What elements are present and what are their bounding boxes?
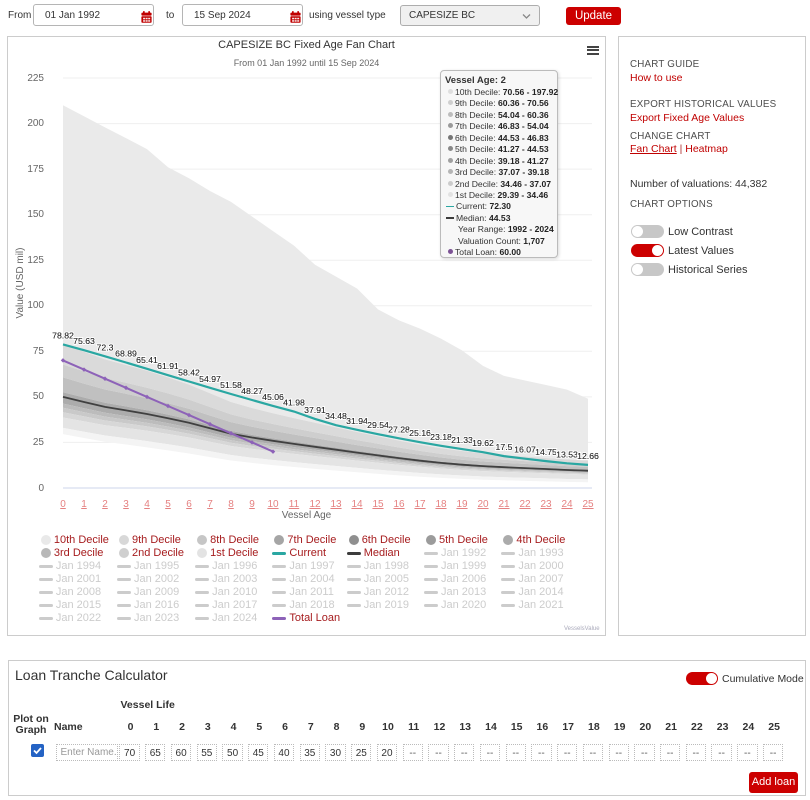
svg-text:45.06: 45.06 [262, 392, 284, 402]
svg-text:51.58: 51.58 [220, 380, 242, 390]
svg-text:23.18: 23.18 [430, 432, 452, 442]
svg-text:58.42: 58.42 [178, 368, 200, 378]
svg-text:72.3: 72.3 [97, 342, 114, 352]
svg-text:17.5: 17.5 [496, 442, 513, 452]
svg-text:25.16: 25.16 [409, 428, 431, 438]
svg-text:31.94: 31.94 [346, 416, 368, 426]
svg-text:29.54: 29.54 [367, 420, 389, 430]
svg-text:27.28: 27.28 [388, 424, 410, 434]
svg-text:16.07: 16.07 [514, 445, 536, 455]
svg-text:21.33: 21.33 [451, 435, 473, 445]
svg-text:34.48: 34.48 [325, 411, 347, 421]
svg-text:37.91: 37.91 [304, 405, 326, 415]
svg-text:13.53: 13.53 [556, 449, 578, 459]
svg-text:78.82: 78.82 [52, 330, 74, 340]
svg-text:37.91: 37.91 [304, 405, 326, 415]
svg-text:14.75: 14.75 [535, 447, 557, 457]
svg-text:61.91: 61.91 [157, 361, 179, 371]
svg-text:54.97: 54.97 [199, 374, 221, 384]
svg-text:61.91: 61.91 [157, 361, 179, 371]
svg-text:54.97: 54.97 [199, 374, 221, 384]
svg-text:75.63: 75.63 [73, 336, 95, 346]
svg-text:41.98: 41.98 [283, 398, 305, 408]
svg-text:29.54: 29.54 [367, 420, 389, 430]
svg-text:12.66: 12.66 [577, 451, 599, 461]
svg-text:14.75: 14.75 [535, 447, 557, 457]
svg-text:31.94: 31.94 [346, 416, 368, 426]
svg-text:21.33: 21.33 [451, 435, 473, 445]
svg-text:65.41: 65.41 [136, 355, 158, 365]
svg-text:68.89: 68.89 [115, 349, 137, 359]
svg-text:78.82: 78.82 [52, 330, 74, 340]
svg-text:27.28: 27.28 [388, 424, 410, 434]
svg-text:48.27: 48.27 [241, 386, 263, 396]
svg-text:17.5: 17.5 [496, 442, 513, 452]
svg-text:65.41: 65.41 [136, 355, 158, 365]
svg-text:75.63: 75.63 [73, 336, 95, 346]
svg-text:12.66: 12.66 [577, 451, 599, 461]
svg-text:72.3: 72.3 [97, 342, 114, 352]
svg-text:13.53: 13.53 [556, 449, 578, 459]
svg-text:51.58: 51.58 [220, 380, 242, 390]
svg-text:48.27: 48.27 [241, 386, 263, 396]
svg-text:19.62: 19.62 [472, 438, 494, 448]
svg-text:68.89: 68.89 [115, 349, 137, 359]
svg-text:58.42: 58.42 [178, 368, 200, 378]
svg-text:45.06: 45.06 [262, 392, 284, 402]
svg-text:34.48: 34.48 [325, 411, 347, 421]
svg-text:41.98: 41.98 [283, 398, 305, 408]
svg-text:16.07: 16.07 [514, 445, 536, 455]
svg-text:23.18: 23.18 [430, 432, 452, 442]
svg-text:19.62: 19.62 [472, 438, 494, 448]
svg-text:25.16: 25.16 [409, 428, 431, 438]
